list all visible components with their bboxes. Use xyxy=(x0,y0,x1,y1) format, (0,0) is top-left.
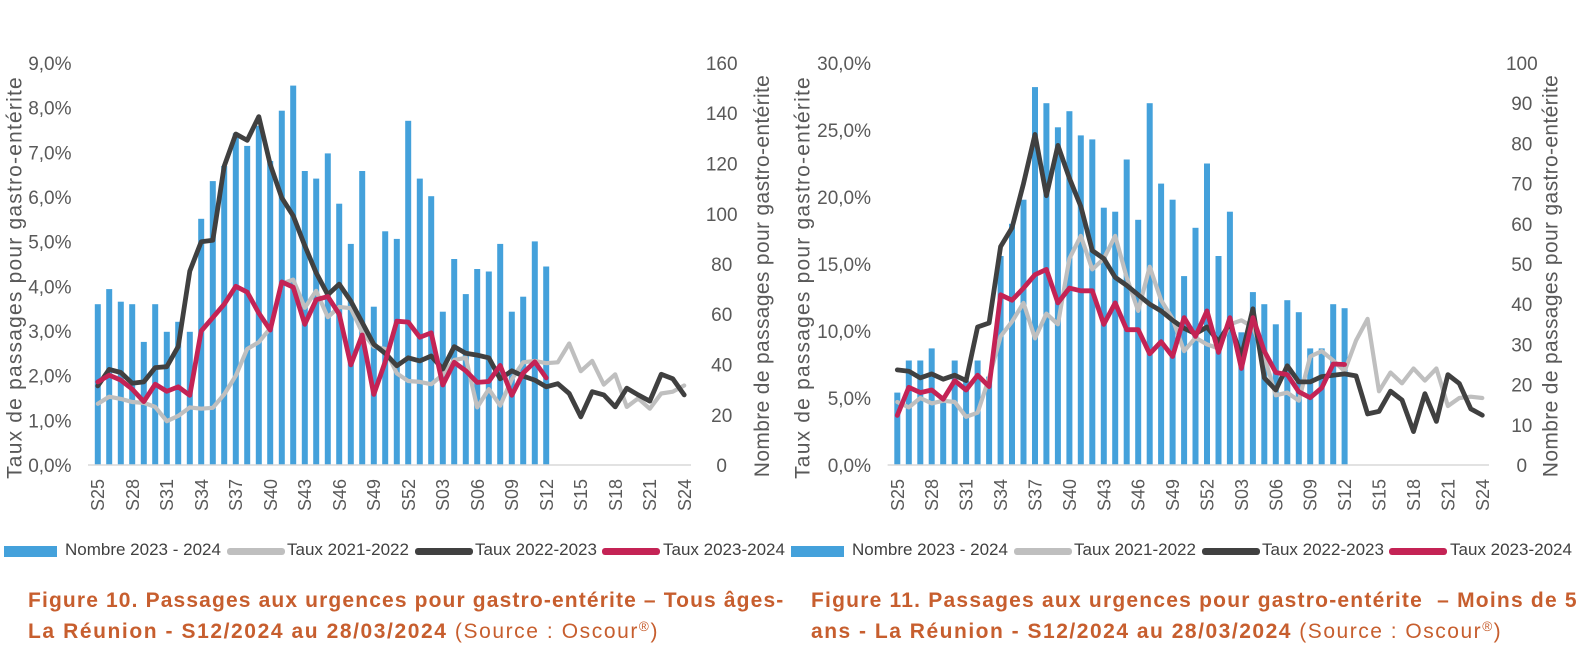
svg-text:20: 20 xyxy=(1511,376,1532,397)
svg-text:S31: S31 xyxy=(957,479,977,511)
svg-text:S31: S31 xyxy=(157,479,177,511)
svg-text:1,0%: 1,0% xyxy=(28,411,71,432)
svg-text:S06: S06 xyxy=(468,479,488,511)
svg-text:40: 40 xyxy=(1511,295,1532,316)
svg-text:S43: S43 xyxy=(295,479,315,511)
svg-text:Taux de passages pour gastro-e: Taux de passages pour gastro-entérite xyxy=(791,76,814,479)
svg-text:60: 60 xyxy=(711,305,732,326)
svg-text:8,0%: 8,0% xyxy=(28,99,71,120)
svg-text:0,0%: 0,0% xyxy=(28,456,71,477)
svg-text:50: 50 xyxy=(1511,255,1532,276)
svg-text:S12: S12 xyxy=(537,479,557,511)
svg-text:S28: S28 xyxy=(123,479,143,511)
svg-text:5,0%: 5,0% xyxy=(28,233,71,254)
svg-text:20,0%: 20,0% xyxy=(817,188,871,209)
svg-text:Nombre de passages pour gastro: Nombre de passages pour gastro-entérite xyxy=(751,75,774,477)
svg-text:S03: S03 xyxy=(433,479,453,511)
svg-text:S15: S15 xyxy=(1370,479,1390,511)
svg-text:2,0%: 2,0% xyxy=(28,367,71,388)
svg-text:30: 30 xyxy=(1511,335,1532,356)
svg-text:70: 70 xyxy=(1511,175,1532,196)
svg-text:80: 80 xyxy=(711,255,732,276)
svg-text:30,0%: 30,0% xyxy=(817,54,871,75)
svg-text:S24: S24 xyxy=(675,479,695,511)
svg-text:60: 60 xyxy=(1511,215,1532,236)
svg-text:S52: S52 xyxy=(399,479,419,511)
svg-text:S21: S21 xyxy=(640,479,660,511)
svg-text:S24: S24 xyxy=(1473,479,1493,511)
svg-text:0,0%: 0,0% xyxy=(828,456,871,477)
svg-text:S46: S46 xyxy=(330,479,350,511)
svg-text:3,0%: 3,0% xyxy=(28,322,71,343)
svg-text:S12: S12 xyxy=(1335,479,1355,511)
svg-text:S43: S43 xyxy=(1094,479,1114,511)
svg-text:25,0%: 25,0% xyxy=(817,121,871,142)
svg-text:S15: S15 xyxy=(571,479,591,511)
svg-text:S37: S37 xyxy=(226,479,246,511)
svg-text:160: 160 xyxy=(706,54,738,75)
svg-text:20: 20 xyxy=(711,406,732,427)
svg-text:S09: S09 xyxy=(1301,479,1321,511)
svg-text:S21: S21 xyxy=(1438,479,1458,511)
svg-text:6,0%: 6,0% xyxy=(28,188,71,209)
svg-text:S37: S37 xyxy=(1026,479,1046,511)
svg-text:S46: S46 xyxy=(1129,479,1149,511)
svg-text:100: 100 xyxy=(706,205,738,226)
svg-text:S49: S49 xyxy=(1163,479,1183,511)
svg-text:5,0%: 5,0% xyxy=(828,389,871,410)
svg-text:7,0%: 7,0% xyxy=(28,143,71,164)
svg-text:S03: S03 xyxy=(1232,479,1252,511)
svg-text:S18: S18 xyxy=(606,479,626,511)
svg-text:9,0%: 9,0% xyxy=(28,54,71,75)
svg-text:S34: S34 xyxy=(991,479,1011,511)
svg-text:S34: S34 xyxy=(192,479,212,511)
svg-text:100: 100 xyxy=(1506,54,1538,75)
svg-text:S52: S52 xyxy=(1198,479,1218,511)
svg-text:0: 0 xyxy=(1517,456,1528,477)
svg-text:90: 90 xyxy=(1511,94,1532,115)
svg-text:S25: S25 xyxy=(888,479,908,511)
svg-text:S18: S18 xyxy=(1404,479,1424,511)
svg-text:15,0%: 15,0% xyxy=(817,255,871,276)
svg-text:40: 40 xyxy=(711,356,732,377)
svg-text:S06: S06 xyxy=(1266,479,1286,511)
svg-text:S49: S49 xyxy=(364,479,384,511)
svg-text:S09: S09 xyxy=(502,479,522,511)
svg-text:80: 80 xyxy=(1511,134,1532,155)
svg-text:10: 10 xyxy=(1511,416,1532,437)
svg-text:S25: S25 xyxy=(88,479,108,511)
svg-text:S40: S40 xyxy=(1060,479,1080,511)
svg-text:0: 0 xyxy=(716,456,727,477)
svg-text:10,0%: 10,0% xyxy=(817,322,871,343)
svg-text:S40: S40 xyxy=(261,479,281,511)
svg-text:120: 120 xyxy=(706,155,738,176)
svg-text:4,0%: 4,0% xyxy=(28,277,71,298)
svg-text:S28: S28 xyxy=(922,479,942,511)
svg-text:Nombre de passages pour gastro: Nombre de passages pour gastro-entérite xyxy=(1540,75,1563,477)
svg-text:Taux de passages pour gastro-e: Taux de passages pour gastro-entérite xyxy=(4,76,27,479)
svg-text:140: 140 xyxy=(706,104,738,125)
